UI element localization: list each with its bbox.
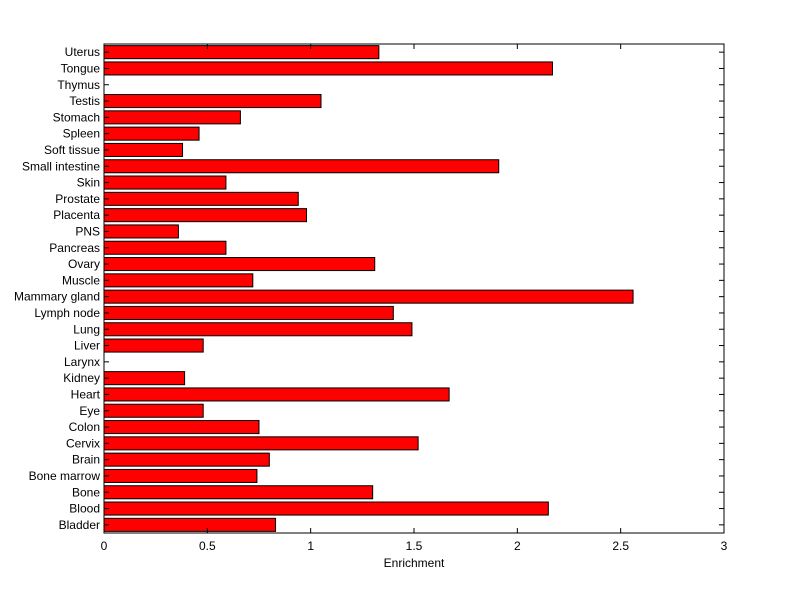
bar-placenta bbox=[103, 208, 308, 223]
y-tick-label: Placenta bbox=[53, 208, 100, 222]
bar-stomach bbox=[103, 110, 241, 125]
bar-bone bbox=[103, 485, 374, 500]
y-tick-label: Stomach bbox=[53, 110, 100, 124]
bar-ovary bbox=[103, 257, 376, 272]
bar-small-intestine bbox=[103, 159, 500, 174]
y-tick-label: Small intestine bbox=[22, 159, 100, 173]
y-tick-label: Kidney bbox=[63, 371, 100, 385]
y-tick-label: Colon bbox=[69, 420, 100, 434]
bar-testis bbox=[103, 94, 322, 109]
x-tick-label: 1 bbox=[307, 539, 314, 553]
plot-area-frame bbox=[103, 43, 725, 534]
bar-brain bbox=[103, 452, 270, 467]
x-tick-label: 2.5 bbox=[612, 539, 629, 553]
bar-lung bbox=[103, 322, 413, 337]
y-tick-label: Testis bbox=[69, 94, 100, 108]
bars-layer bbox=[103, 45, 634, 532]
bar-uterus bbox=[103, 45, 380, 60]
bar-cervix bbox=[103, 436, 419, 451]
y-tick-label: Mammary gland bbox=[14, 290, 100, 304]
y-tick-label: Larynx bbox=[64, 355, 100, 369]
bar-heart bbox=[103, 387, 450, 402]
y-tick-label: Pancreas bbox=[49, 241, 100, 255]
y-tick-label: Blood bbox=[69, 502, 100, 516]
x-tick-label: 1.5 bbox=[406, 539, 423, 553]
y-tick-label: Heart bbox=[71, 387, 101, 401]
bar-eye bbox=[103, 403, 204, 418]
bar-lymph-node bbox=[103, 305, 394, 320]
bar-pns bbox=[103, 224, 179, 239]
bar-soft-tissue bbox=[103, 142, 184, 157]
bar-muscle bbox=[103, 273, 254, 288]
bar-mammary-gland bbox=[103, 289, 634, 304]
x-tick-label: 3 bbox=[721, 539, 728, 553]
y-tick-label: Eye bbox=[79, 404, 100, 418]
bar-liver bbox=[103, 338, 204, 353]
x-axis-title: Enrichment bbox=[384, 556, 445, 570]
bar-blood bbox=[103, 501, 549, 516]
x-tick-label: 0 bbox=[101, 539, 108, 553]
labels-layer: Uterus Tongue Thymus Testis Stomach Spleen Sof… bbox=[14, 45, 728, 553]
bar-skin bbox=[103, 175, 227, 190]
y-tick-label: Bone marrow bbox=[29, 469, 101, 483]
y-tick-label: Spleen bbox=[63, 127, 100, 141]
bar-prostate bbox=[103, 191, 299, 206]
x-tick-label: 2 bbox=[514, 539, 521, 553]
y-tick-label: Lymph node bbox=[34, 306, 100, 320]
y-tick-label: PNS bbox=[75, 224, 100, 238]
y-tick-label: Uterus bbox=[65, 45, 100, 59]
bar-tongue bbox=[103, 61, 553, 76]
bar-bladder bbox=[103, 517, 277, 532]
y-tick-label: Liver bbox=[74, 339, 100, 353]
y-tick-label: Prostate bbox=[55, 192, 100, 206]
bar-colon bbox=[103, 420, 260, 435]
bar-bone-marrow bbox=[103, 468, 258, 483]
y-tick-label: Bone bbox=[72, 485, 100, 499]
bar-pancreas bbox=[103, 240, 227, 255]
x-tick-label: 0.5 bbox=[199, 539, 216, 553]
y-tick-label: Skin bbox=[77, 176, 100, 190]
y-tick-label: Cervix bbox=[66, 436, 100, 450]
y-tick-label: Bladder bbox=[59, 518, 100, 532]
y-tick-label: Brain bbox=[72, 453, 100, 467]
y-tick-label: Muscle bbox=[62, 273, 100, 287]
y-tick-label: Tongue bbox=[61, 61, 101, 75]
y-tick-label: Ovary bbox=[68, 257, 100, 271]
y-tick-label: Soft tissue bbox=[44, 143, 100, 157]
y-tick-label: Lung bbox=[73, 322, 100, 336]
bar-spleen bbox=[103, 126, 200, 141]
y-tick-label: Thymus bbox=[57, 78, 100, 92]
bar-kidney bbox=[103, 371, 186, 386]
